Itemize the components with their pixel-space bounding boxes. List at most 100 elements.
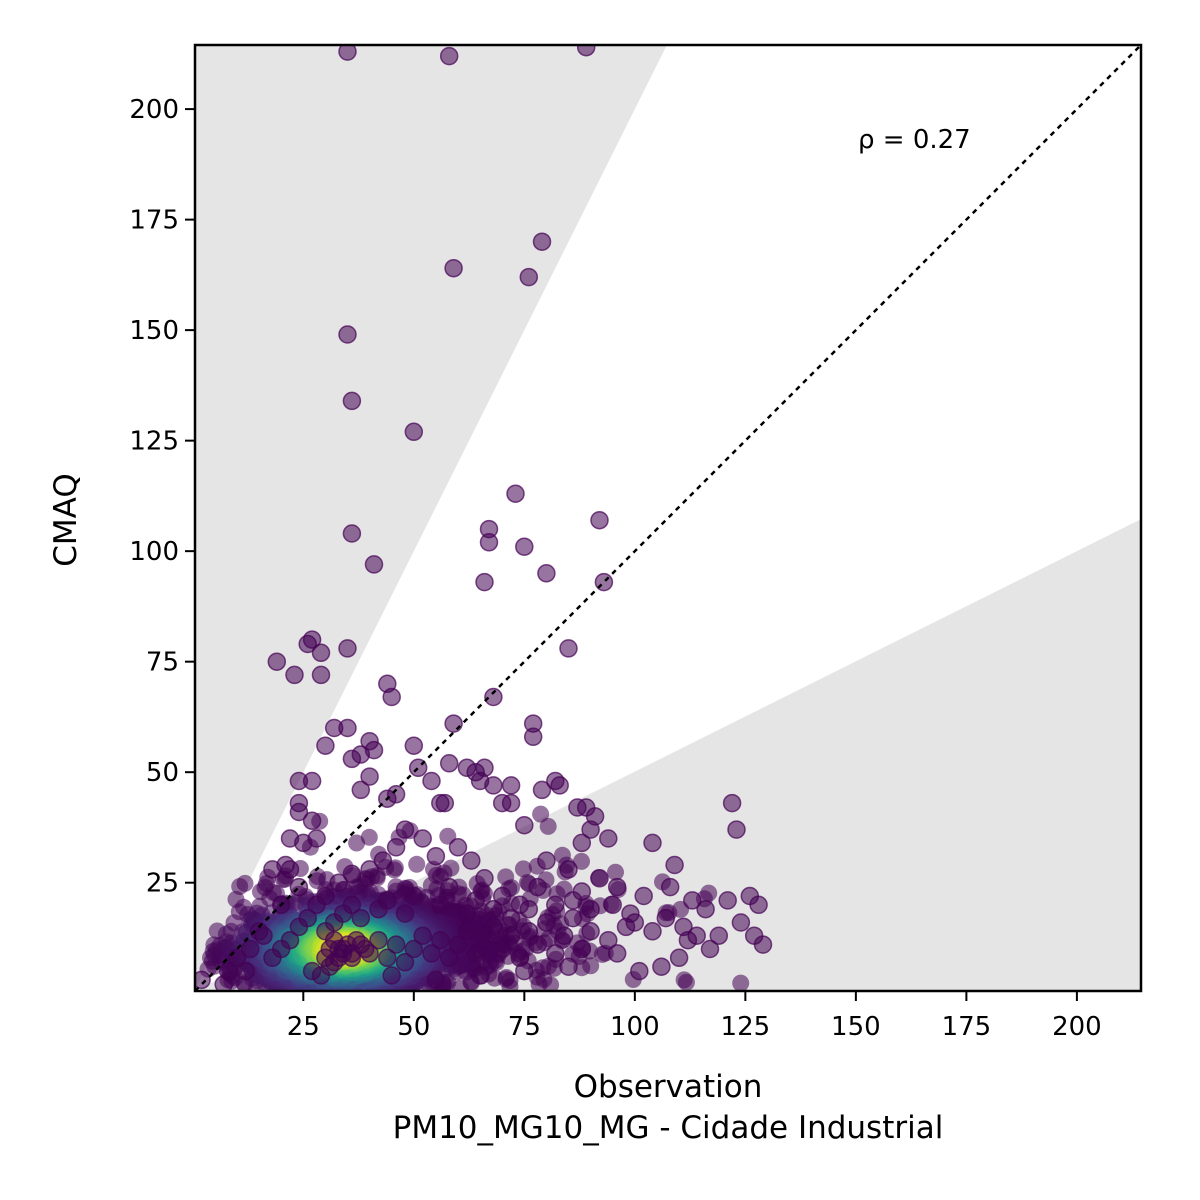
data-point [289,802,309,822]
data-point [395,820,415,839]
data-point [683,891,702,910]
data-point [607,877,627,897]
data-point [643,922,662,941]
one-to-one-line [195,45,1141,991]
data-point [324,953,344,972]
x-axis-sublabel: PM10_MG10_MG - Cidade Industrial [393,1110,944,1146]
data-point [422,944,441,963]
density-point [607,863,624,881]
data-point [395,904,415,923]
data-point [307,829,326,848]
data-point [634,886,653,906]
data-point [572,833,592,853]
data-point [426,846,446,866]
data-point [448,935,468,954]
y-tick-label: 75 [146,648,179,678]
data-point [581,899,600,919]
data-points [195,45,773,991]
data-point [669,948,689,968]
data-point [731,913,751,932]
data-point [431,930,450,950]
data-point [386,935,406,954]
data-point [404,886,424,906]
data-point [254,926,273,945]
data-point [576,45,596,57]
density-point [675,971,693,989]
data-point [444,258,463,278]
data-point [241,939,260,959]
data-point [492,939,512,959]
data-point [546,895,565,915]
data-point [466,944,485,963]
data-point [342,864,362,884]
data-point [395,953,415,972]
data-point [625,913,645,932]
correlation-annotation: ρ = 0.27 [858,125,971,155]
factor-two-upper-band [195,45,667,989]
x-axis-ticks: 25 50 75 100 125 150 175 200 [287,991,1102,1042]
data-point [263,948,282,968]
data-point [665,855,684,875]
data-point [475,930,494,950]
y-axis-ticks: 25 50 75 100 125 150 175 200 [129,95,195,899]
data-point [718,891,737,910]
data-point [559,957,578,976]
data-point [439,877,459,897]
density-point [573,852,590,870]
data-point [475,572,494,592]
data-point [674,917,693,937]
plot-frame [193,43,1143,993]
data-point [311,665,331,685]
data-point [404,939,424,959]
y-tick-label: 125 [129,427,179,457]
data-point [484,917,503,937]
data-point [727,820,746,839]
data-point [563,908,583,928]
data-point [289,917,309,937]
density-point [532,805,550,823]
data-point [413,829,432,848]
data-point [537,564,556,583]
data-point [546,944,565,963]
data-point [382,687,401,707]
density-point [348,834,366,852]
data-point [462,851,481,870]
data-point [590,869,609,888]
data-point [554,926,574,945]
data-point [532,232,552,251]
data-point [581,922,600,941]
data-point [338,325,357,344]
data-point [302,630,322,649]
data-point [422,771,441,791]
data-point [643,833,662,853]
data-point [700,939,720,959]
data-point [696,899,715,919]
data-point [431,895,450,915]
x-tick-label: 150 [831,1012,881,1042]
data-point [355,939,375,959]
data-point [439,46,459,66]
y-tick-label: 150 [129,316,179,346]
data-point [360,860,379,879]
data-point [652,957,671,976]
density-point [514,860,532,878]
data-point [302,771,322,791]
data-point [364,555,384,574]
data-point [519,267,539,287]
data-point [373,851,393,870]
data-point [559,639,578,658]
y-tick-label: 175 [129,206,179,236]
data-point [599,930,618,950]
data-point [426,970,446,990]
data-point [492,886,512,906]
data-point [550,776,569,795]
data-point [590,510,609,530]
data-point [280,860,300,879]
data-point [753,935,773,954]
data-point [687,926,706,945]
data-point [214,975,233,991]
data-point [342,524,362,543]
y-tick-label: 100 [129,537,179,567]
data-point [607,944,627,963]
